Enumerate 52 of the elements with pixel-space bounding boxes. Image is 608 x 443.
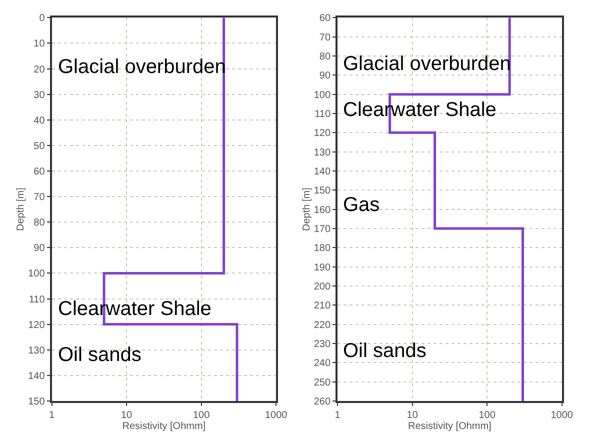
y-tick-label: 130 xyxy=(28,345,46,356)
y-tick-label: 120 xyxy=(314,128,331,140)
y-tick-label: 70 xyxy=(34,192,46,204)
annotation: Oil sands xyxy=(343,340,426,362)
x-axis-title: Resistivity [Ohmm] xyxy=(122,420,206,432)
y-tick-label: 120 xyxy=(28,320,46,331)
y-tick-label: 190 xyxy=(314,262,331,274)
y-tick-label: 60 xyxy=(34,166,46,178)
x-tick-label: 1000 xyxy=(550,410,574,421)
y-tick-label: 240 xyxy=(314,358,331,370)
y-tick-label: 70 xyxy=(319,32,331,44)
y-tick-label: 140 xyxy=(28,370,46,382)
y-tick-label: 260 xyxy=(314,396,331,408)
y-tick-label: 90 xyxy=(34,243,46,254)
annotation: Gas xyxy=(343,194,380,216)
y-tick-label: 20 xyxy=(34,64,46,76)
y-tick-label: 110 xyxy=(28,294,46,306)
annotation: Oil sands xyxy=(58,344,142,366)
y-tick-label: 100 xyxy=(28,268,46,280)
y-tick-label: 250 xyxy=(314,377,331,388)
y-tick-label: 30 xyxy=(34,90,46,101)
y-tick-label: 230 xyxy=(314,338,331,350)
y-tick-label: 90 xyxy=(319,70,331,82)
y-tick-label: 40 xyxy=(34,115,46,126)
x-tick-label: 10 xyxy=(406,410,418,421)
y-tick-label: 210 xyxy=(314,300,331,312)
x-tick-label: 1 xyxy=(48,410,55,421)
x-tick-label: 100 xyxy=(478,410,496,421)
y-tick-label: 180 xyxy=(314,243,331,254)
x-tick-label: 100 xyxy=(192,410,210,421)
x-tick-label: 1 xyxy=(334,410,341,421)
y-tick-label: 220 xyxy=(314,320,331,331)
y-tick-label: 80 xyxy=(34,218,46,229)
y-tick-label: 0 xyxy=(39,13,46,24)
x-axis-title: Resistivity [Ohmm] xyxy=(408,420,492,432)
y-axis-title: Depth [m] xyxy=(16,187,27,231)
x-tick-label: 1000 xyxy=(264,410,288,421)
y-tick-label: 80 xyxy=(319,51,331,62)
y-tick-label: 110 xyxy=(314,108,331,120)
y-tick-label: 170 xyxy=(314,224,331,235)
y-axis-title: Depth [m] xyxy=(301,187,312,231)
y-tick-label: 50 xyxy=(34,140,46,152)
y-tick-label: 60 xyxy=(319,13,331,24)
y-tick-label: 140 xyxy=(314,166,331,178)
x-tick-label: 10 xyxy=(120,410,133,421)
y-tick-label: 10 xyxy=(34,38,46,50)
y-tick-label: 130 xyxy=(314,147,331,158)
y-tick-label: 200 xyxy=(314,281,331,292)
y-tick-label: 150 xyxy=(28,396,46,408)
y-tick-label: 100 xyxy=(314,90,331,101)
y-tick-label: 150 xyxy=(314,186,331,197)
y-tick-label: 160 xyxy=(314,204,331,216)
